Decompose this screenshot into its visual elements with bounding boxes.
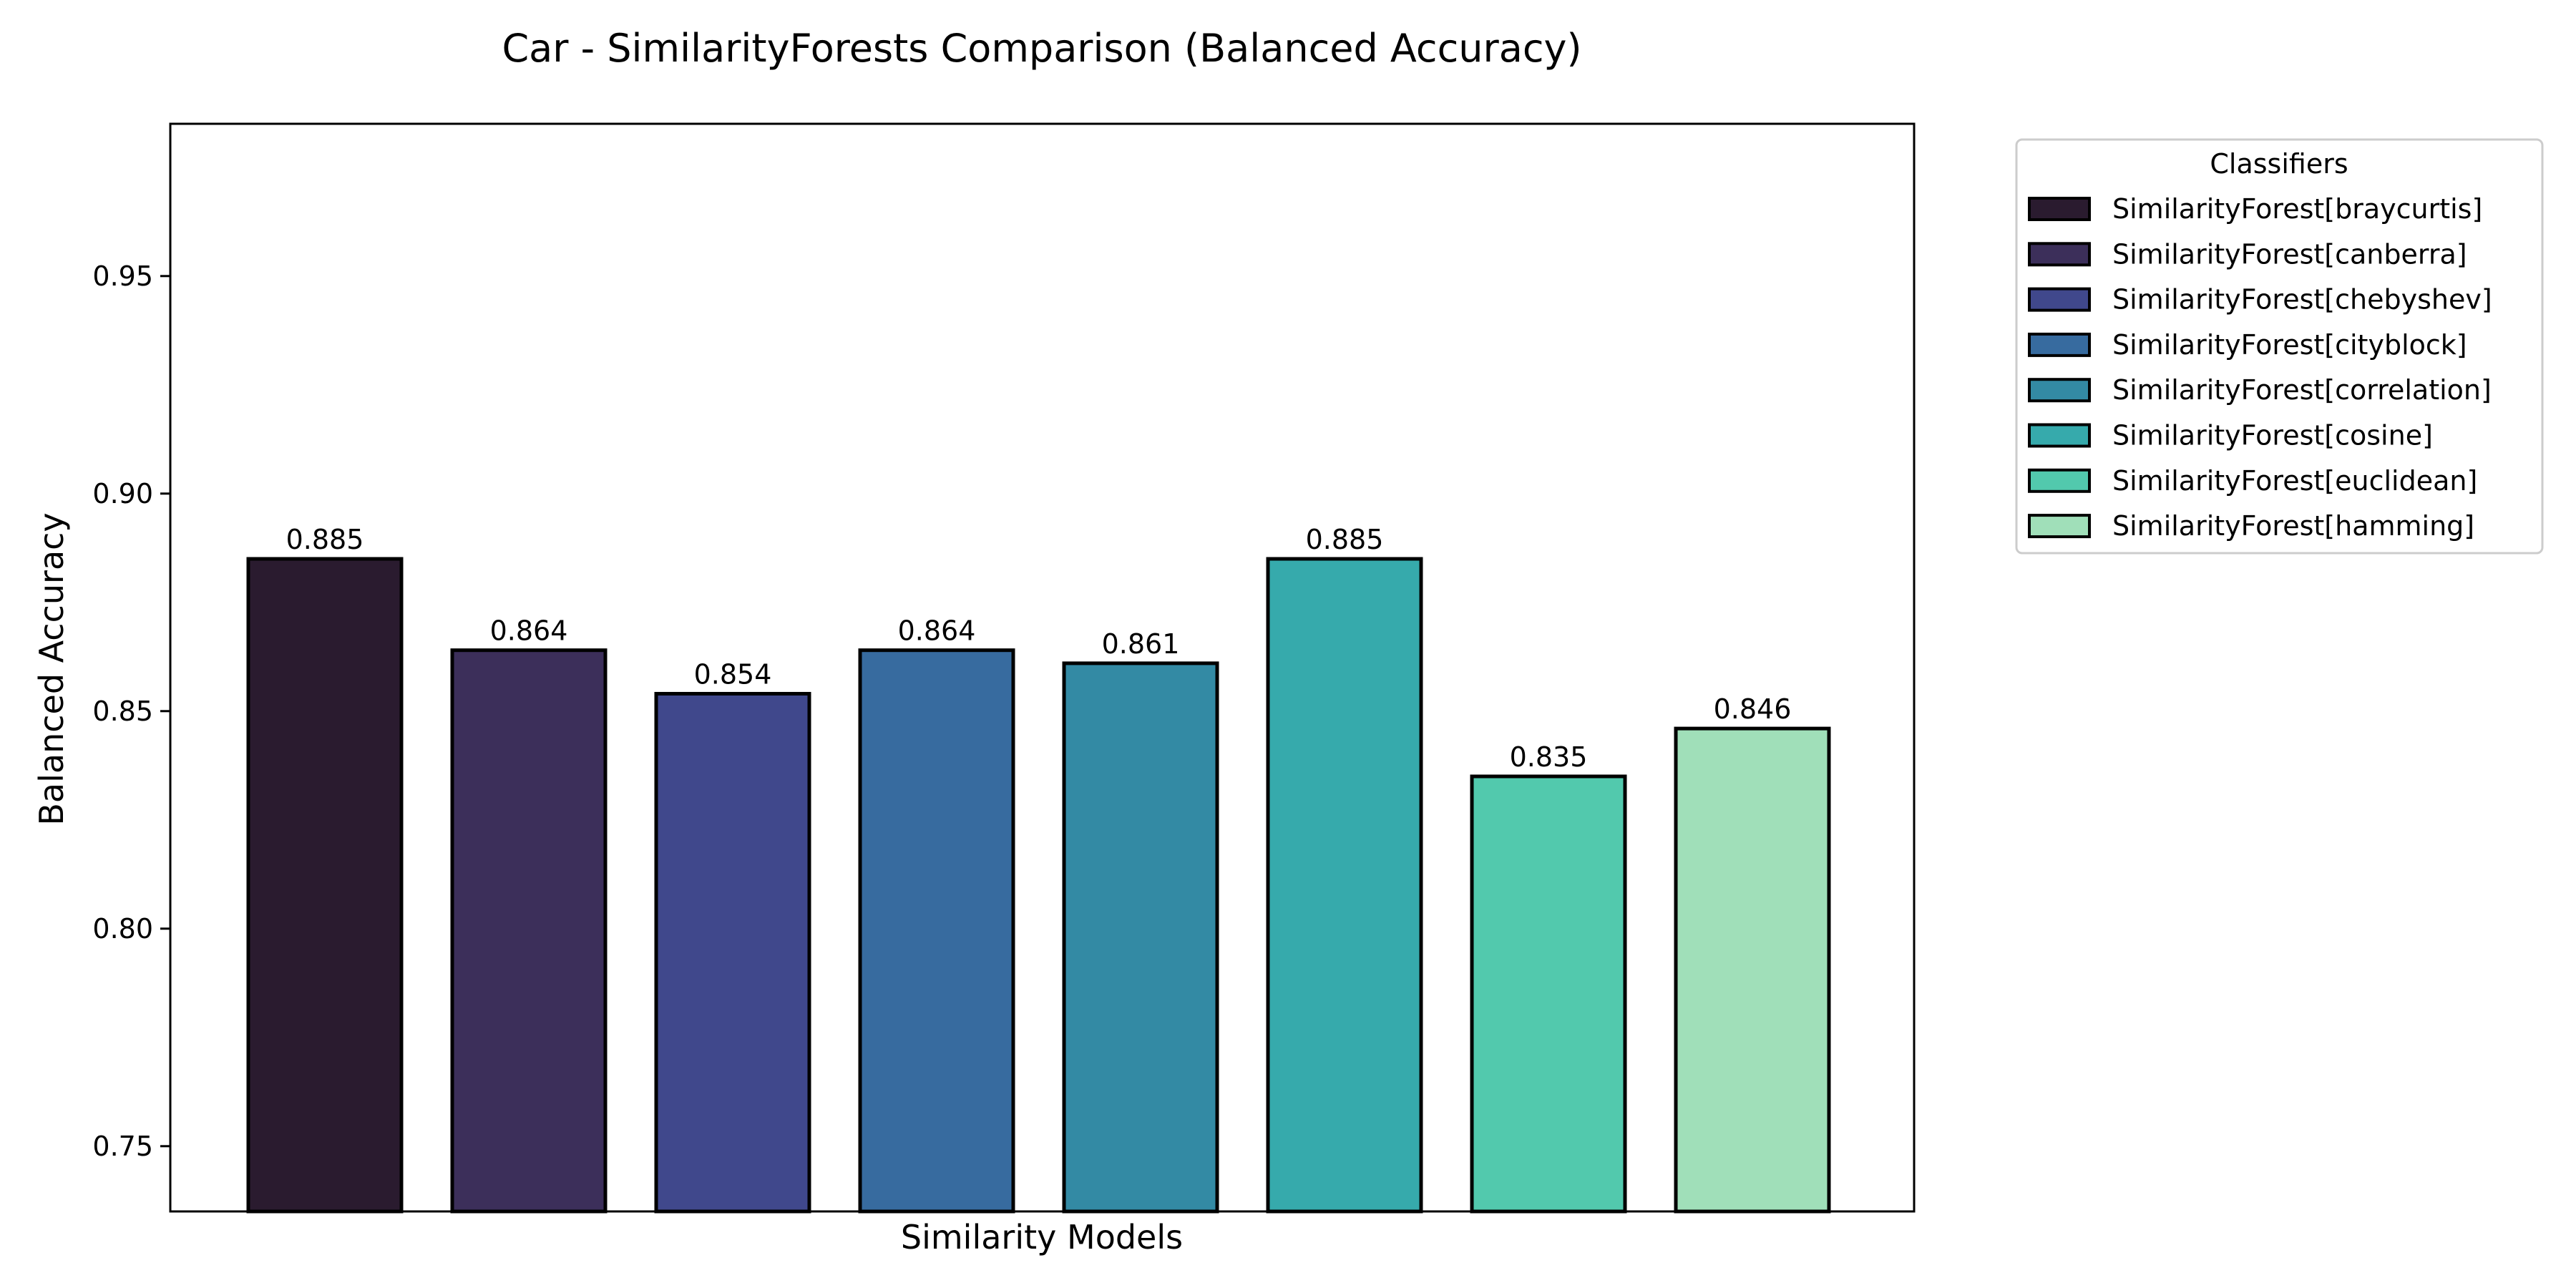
legend-swatch [2028,468,2091,493]
legend-swatch [2028,242,2091,267]
legend-entry-label: SimilarityForest[hamming] [2112,510,2474,542]
legend-swatch [2028,332,2091,357]
bar-value-label: 0.835 [1510,741,1588,773]
bar [246,557,404,1214]
bar-value-labels: 0.885 0.864 0.854 0.864 0.861 0.885 0.835 0.846 [286,524,1792,773]
y-tick-label: 0.80 [92,913,153,945]
bar-value-label: 0.846 [1714,693,1792,725]
y-tick-label: 0.75 [92,1131,153,1162]
legend-swatch [2028,514,2091,539]
y-tick-label: 0.95 [92,260,153,292]
legend-title: Classifiers [2210,148,2348,180]
bar [858,648,1015,1214]
bar-value-label: 0.854 [694,658,772,690]
legend-entry-label: SimilarityForest[chebyshev] [2112,284,2492,316]
legend-swatch [2028,378,2091,403]
legend-entry-label: SimilarityForest[canberra] [2112,238,2467,270]
bar [1470,774,1627,1214]
legend-entry-label: SimilarityForest[cityblock] [2112,329,2467,361]
x-axis-label: Similarity Models [901,1218,1183,1257]
legend-swatch [2028,287,2091,312]
y-tick-label: 0.90 [92,478,153,509]
bars-group [246,557,1831,1214]
plot-area-frame [169,122,1916,1213]
legend-box [2015,138,2544,555]
bar-value-label: 0.861 [1102,628,1180,660]
legend-entry-label: SimilarityForest[correlation] [2112,374,2492,406]
legend-items: SimilarityForest[braycurtis] SimilarityFo… [2028,193,2492,542]
legend: Classifiers SimilarityForest[braycurtis]… [2015,138,2544,555]
bar [1062,661,1219,1214]
bar [1266,557,1423,1214]
bar [450,648,608,1214]
y-axis-ticks: 0.75 0.80 0.85 0.90 0.95 [92,260,170,1162]
legend-entry-label: SimilarityForest[euclidean] [2112,465,2477,497]
bar [1674,726,1831,1214]
legend-entry-label: SimilarityForest[braycurtis] [2112,193,2482,225]
legend-entry-label: SimilarityForest[cosine] [2112,420,2433,452]
y-tick-label: 0.85 [92,696,153,727]
chart-title: Car - SimilarityForests Comparison (Bala… [502,26,1581,71]
legend-swatch [2028,423,2091,448]
legend-swatch [2028,197,2091,221]
bar-value-label: 0.864 [898,615,976,647]
bar-value-label: 0.864 [490,615,568,647]
bar [654,691,811,1214]
y-axis-label: Balanced Accuracy [32,512,71,825]
bar-value-label: 0.885 [1306,524,1384,555]
bar-value-label: 0.885 [286,524,364,555]
